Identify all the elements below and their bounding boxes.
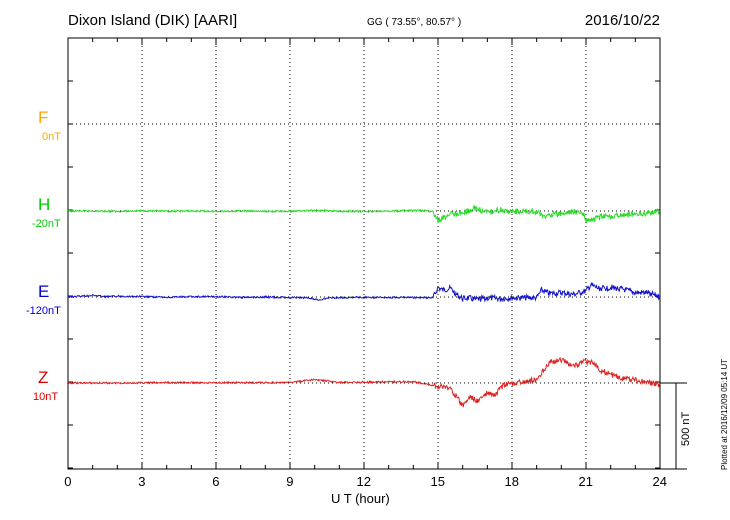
series-name-e: E	[38, 282, 50, 301]
x-tick-label-12: 12	[356, 474, 371, 489]
scale-bar-label: 500 nT	[680, 411, 692, 446]
grid-lines	[68, 38, 660, 469]
series-offset-h: -20nT	[32, 218, 61, 230]
x-axis-label: U T (hour)	[331, 491, 390, 506]
x-tick-label-6: 6	[212, 474, 220, 489]
series-line-e	[67, 282, 661, 303]
x-tick-label-0: 0	[64, 474, 72, 489]
x-tick-label-15: 15	[430, 474, 445, 489]
x-tick-label-24: 24	[652, 474, 667, 489]
series-name-z: Z	[38, 368, 49, 387]
scale-bar	[660, 382, 687, 470]
series-name-h: H	[38, 195, 51, 214]
series-offset-f: 0nT	[42, 131, 61, 143]
station-title: Dixon Island (DIK) [AARI]	[68, 12, 238, 29]
x-tick-label-21: 21	[578, 474, 593, 489]
plot-date: 2016/10/22	[584, 12, 660, 29]
x-tick-label-18: 18	[504, 474, 519, 489]
series-line-z	[67, 356, 661, 408]
x-tick-label-3: 3	[138, 474, 146, 489]
x-tick-label-9: 9	[286, 474, 294, 489]
series-offset-e: -120nT	[26, 305, 61, 317]
series-name-f: F	[38, 108, 49, 127]
station-coords: GG ( 73.55°, 80.57° )	[367, 17, 462, 28]
plotted-timestamp: Plotted at 2016/12/09 05:14 UT	[720, 358, 729, 470]
series-layer	[67, 204, 661, 408]
series-offset-z: 10nT	[33, 391, 59, 403]
series-line-h	[67, 204, 661, 224]
